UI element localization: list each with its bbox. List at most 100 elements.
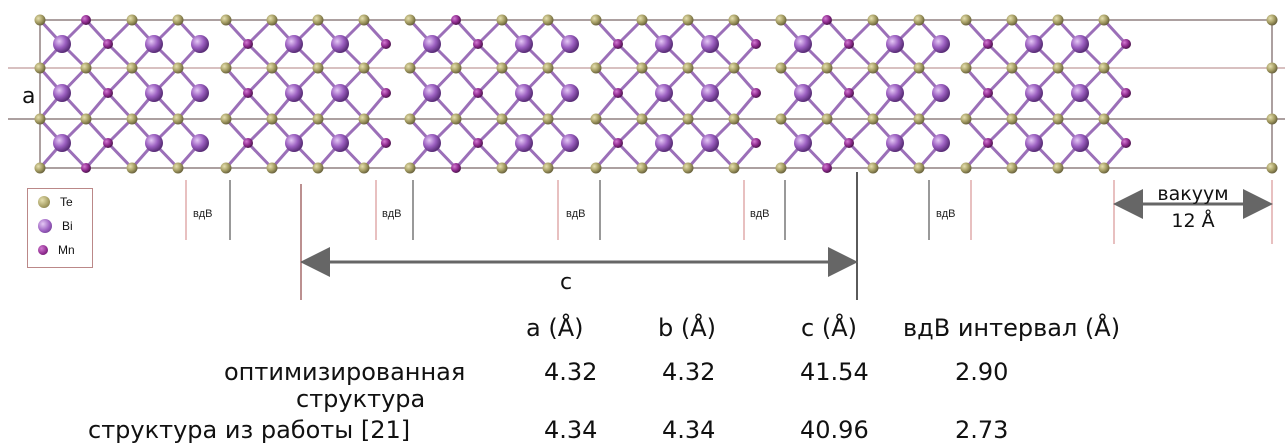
bond — [847, 42, 875, 70]
te-atom — [867, 62, 879, 74]
bond — [476, 117, 504, 145]
te-atom — [496, 14, 508, 26]
bond — [246, 117, 274, 145]
te-atom — [172, 14, 184, 26]
te-atom — [450, 113, 462, 125]
bi-atom — [515, 35, 533, 53]
bi-atom — [794, 35, 812, 53]
bond — [986, 141, 1014, 170]
te-atom — [1266, 62, 1278, 74]
bi-atom — [53, 134, 71, 152]
bond — [986, 18, 1014, 46]
bond — [84, 18, 110, 46]
bond — [986, 91, 1014, 121]
vdw-label: вдВ — [750, 208, 769, 220]
bond — [616, 91, 644, 121]
mn-atom — [473, 88, 483, 98]
te-atom — [682, 113, 694, 125]
te-atom — [636, 162, 648, 174]
legend-item-te: Te — [38, 193, 73, 211]
te-atom — [126, 14, 138, 26]
te-atom — [728, 62, 740, 74]
te-atom — [1098, 113, 1110, 125]
te-atom — [1098, 162, 1110, 174]
te-atom — [220, 14, 232, 26]
bond — [964, 92, 990, 120]
mn-atom — [844, 138, 854, 148]
bond — [362, 142, 388, 169]
bi-atom — [145, 134, 163, 152]
bond — [106, 18, 134, 46]
mn-atom — [844, 39, 854, 49]
te-atom — [682, 162, 694, 174]
bi-atom — [932, 35, 950, 53]
bond — [106, 42, 134, 70]
bi-atom — [1071, 84, 1089, 102]
bi-atom — [701, 35, 719, 53]
te-atom — [1052, 62, 1064, 74]
bond — [106, 117, 134, 145]
te-atom — [34, 62, 46, 74]
te-atom — [1006, 62, 1018, 74]
te-atom — [266, 14, 278, 26]
bi-atom — [1071, 134, 1089, 152]
header-c: c (Å) — [801, 314, 857, 342]
te-atom — [775, 62, 787, 74]
row1-a: 4.32 — [544, 358, 598, 386]
te-atom — [312, 14, 324, 26]
mn-atom — [751, 39, 761, 49]
bi-atom — [285, 84, 303, 102]
te-atom — [590, 62, 602, 74]
legend-item-bi: Bi — [38, 217, 73, 235]
bi-atom — [53, 84, 71, 102]
bond — [1102, 67, 1128, 94]
te-atom — [404, 62, 416, 74]
bond — [454, 142, 480, 169]
te-atom — [80, 62, 92, 74]
te-atom — [867, 113, 879, 125]
mn-atom — [983, 88, 993, 98]
bi-atom — [423, 84, 441, 102]
row1-b: 4.32 — [662, 358, 716, 386]
mn-atom-icon — [38, 245, 48, 255]
te-atom — [1006, 14, 1018, 26]
te-atom — [312, 113, 324, 125]
bi-atom — [561, 134, 579, 152]
bond — [246, 18, 274, 46]
te-atom — [636, 14, 648, 26]
mn-atom — [103, 39, 113, 49]
bi-atom — [886, 84, 904, 102]
te-atom — [821, 62, 833, 74]
bond — [825, 18, 851, 46]
bond — [847, 141, 875, 170]
te-atom — [960, 113, 972, 125]
mn-atom — [473, 39, 483, 49]
bi-atom — [561, 35, 579, 53]
bond — [106, 66, 134, 95]
bond — [476, 18, 504, 46]
atom-legend: Te Bi Mn — [27, 188, 93, 268]
bond — [476, 42, 504, 70]
te-atom — [913, 162, 925, 174]
te-atom — [728, 14, 740, 26]
mn-atom — [613, 138, 623, 148]
bond — [84, 67, 110, 94]
te-atom — [728, 162, 740, 174]
te-atom — [220, 62, 232, 74]
bi-atom — [515, 84, 533, 102]
vdw-label: вдВ — [193, 208, 212, 220]
legend-label-bi: Bi — [62, 219, 73, 233]
te-atom — [126, 162, 138, 174]
bond — [986, 42, 1014, 70]
te-atom — [496, 113, 508, 125]
bi-atom — [794, 134, 812, 152]
te-atom — [34, 14, 46, 26]
bond — [84, 142, 110, 169]
bi-atom — [886, 134, 904, 152]
mn-atom — [81, 15, 91, 25]
mn-atom — [1121, 138, 1131, 148]
bond — [616, 141, 644, 170]
bond — [847, 117, 875, 145]
bond — [362, 67, 388, 94]
mn-atom — [381, 88, 391, 98]
